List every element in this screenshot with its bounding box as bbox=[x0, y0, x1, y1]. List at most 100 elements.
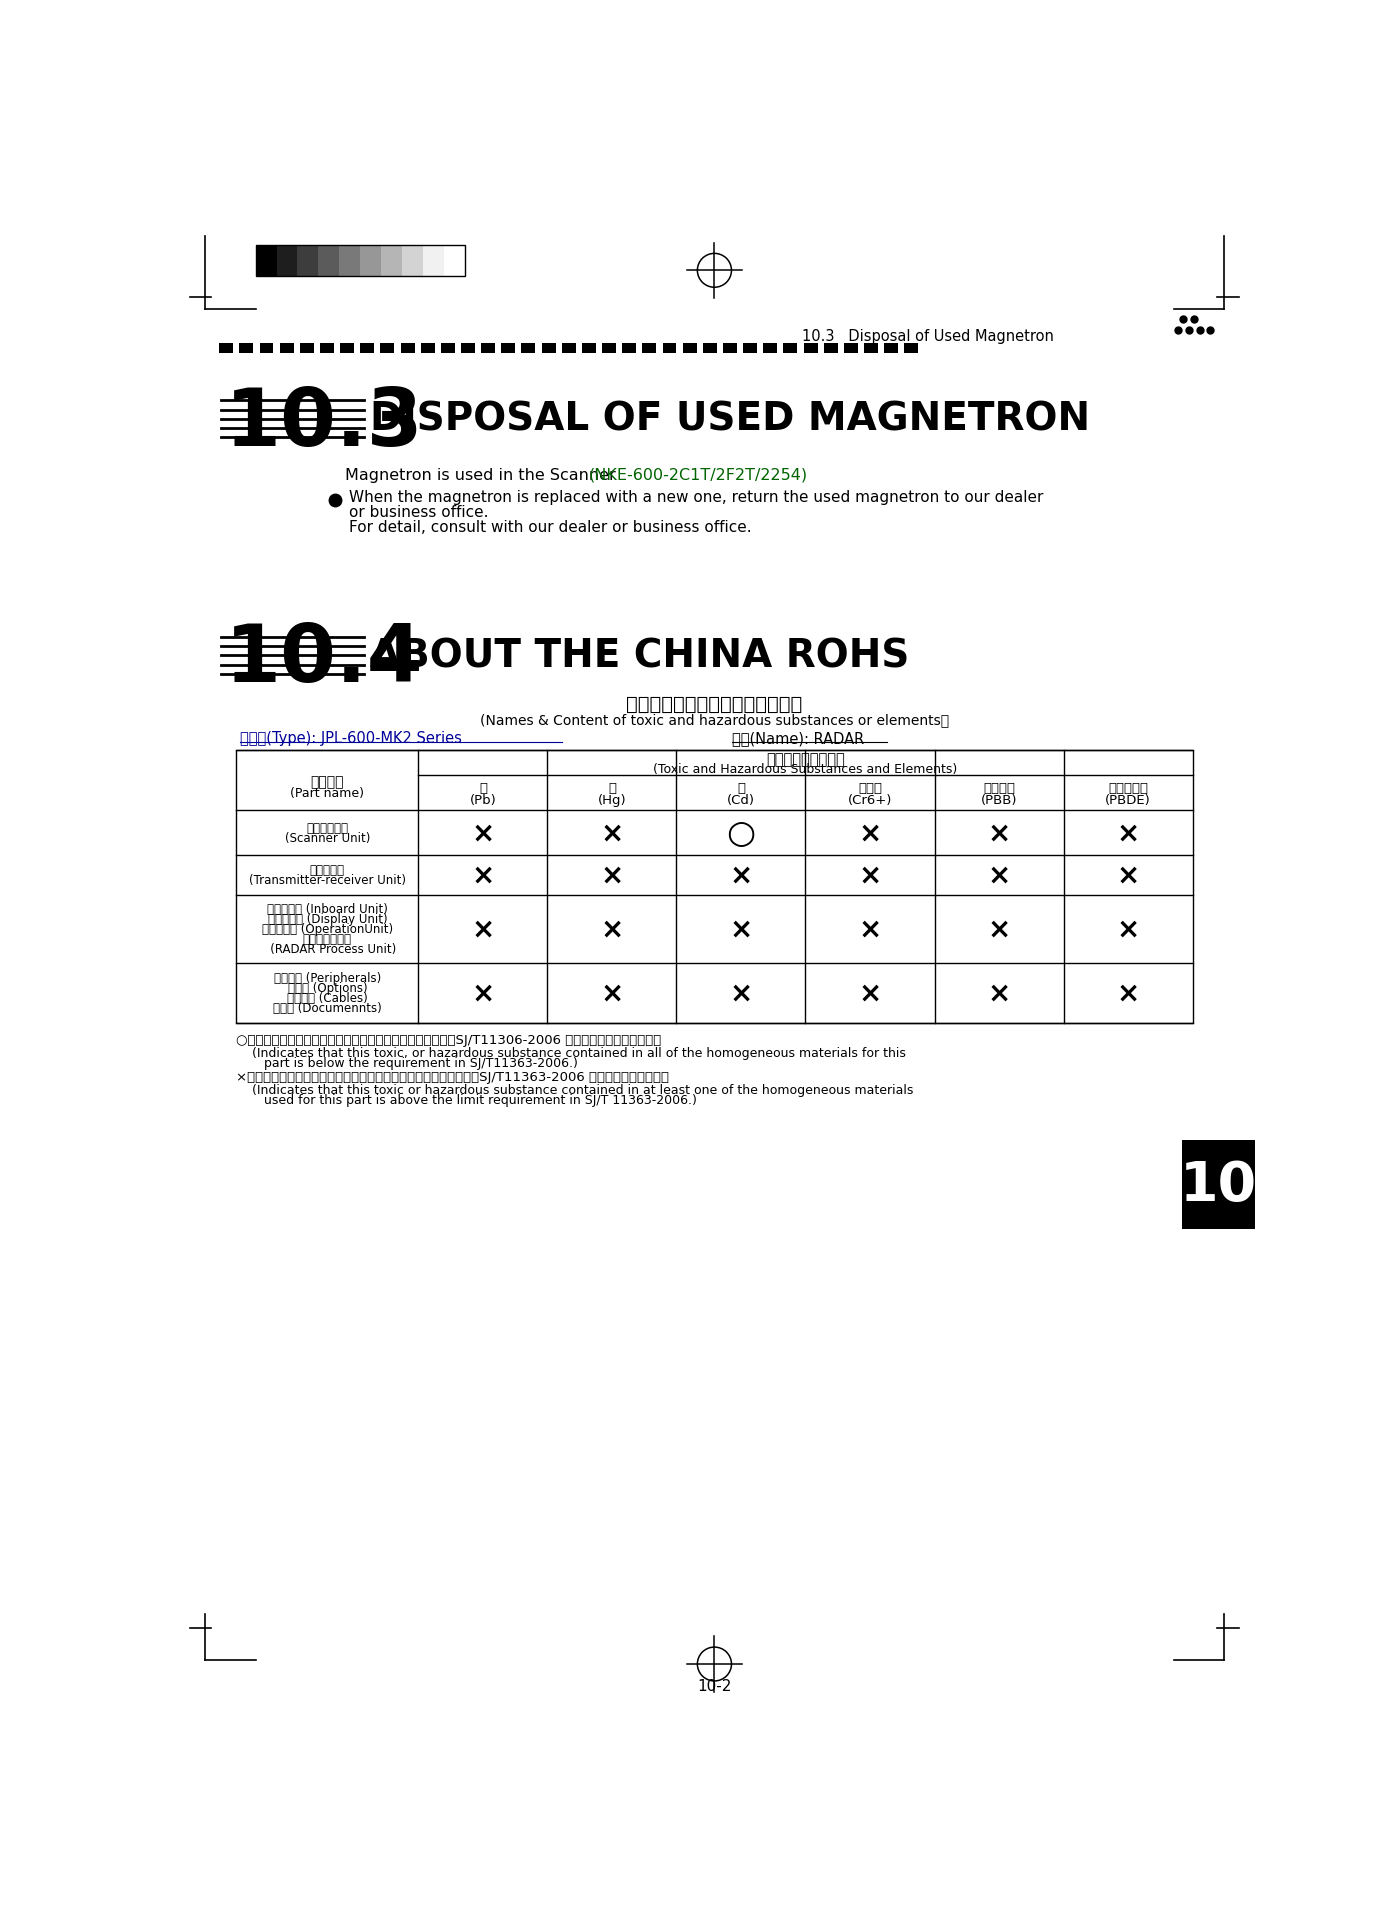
Text: ・显示装置 (Display Unit): ・显示装置 (Display Unit) bbox=[268, 913, 388, 925]
Text: ×: × bbox=[471, 862, 495, 889]
Text: 10-2: 10-2 bbox=[697, 1678, 732, 1693]
Text: (PBDE): (PBDE) bbox=[1105, 793, 1151, 807]
Text: ×: × bbox=[471, 818, 495, 847]
Bar bbox=[255, 246, 276, 277]
Text: ×: × bbox=[471, 978, 495, 1007]
Text: (NKE-600-2C1T/2F2T/2254): (NKE-600-2C1T/2F2T/2254) bbox=[588, 467, 809, 482]
Text: 部件名称: 部件名称 bbox=[311, 774, 344, 789]
Text: Magnetron is used in the Scanner: Magnetron is used in the Scanner bbox=[344, 467, 616, 482]
Text: ×: × bbox=[601, 915, 623, 944]
Text: DISPOSAL OF USED MAGNETRON: DISPOSAL OF USED MAGNETRON bbox=[371, 400, 1090, 439]
Text: (PBB): (PBB) bbox=[981, 793, 1018, 807]
Bar bbox=[297, 246, 318, 277]
Text: (Part name): (Part name) bbox=[290, 786, 364, 799]
Bar bbox=[562, 345, 576, 355]
Bar bbox=[280, 345, 294, 355]
Bar bbox=[276, 246, 297, 277]
Text: 铅: 铅 bbox=[480, 782, 487, 795]
Text: ×: × bbox=[1117, 818, 1140, 847]
Text: 多溃联苯: 多溃联苯 bbox=[983, 782, 1015, 795]
Bar bbox=[259, 345, 273, 355]
Text: ×: × bbox=[601, 818, 623, 847]
Bar bbox=[441, 345, 454, 355]
Bar bbox=[236, 751, 1193, 1022]
Bar bbox=[481, 345, 495, 355]
Text: 六价钓: 六价钓 bbox=[857, 782, 882, 795]
Bar bbox=[318, 246, 339, 277]
Text: ・选择 (Options): ・选择 (Options) bbox=[287, 982, 367, 995]
Text: part is below the requirement in SJ/T11363-2006.): part is below the requirement in SJ/T113… bbox=[236, 1056, 579, 1070]
Text: (Pb): (Pb) bbox=[470, 793, 496, 807]
Bar bbox=[662, 345, 676, 355]
Text: 外部设备 (Peripherals): 外部设备 (Peripherals) bbox=[273, 971, 381, 984]
Bar bbox=[443, 246, 464, 277]
Bar bbox=[340, 345, 354, 355]
Bar bbox=[521, 345, 535, 355]
Bar bbox=[723, 345, 737, 355]
Text: 有毒有害物质或元素: 有毒有害物质或元素 bbox=[767, 751, 845, 767]
Bar bbox=[401, 246, 422, 277]
Bar bbox=[339, 246, 360, 277]
Bar bbox=[255, 246, 464, 277]
Bar bbox=[643, 345, 657, 355]
Text: used for this part is above the limit requirement in SJ/T 11363-2006.): used for this part is above the limit re… bbox=[236, 1095, 697, 1106]
Bar bbox=[1182, 1140, 1255, 1230]
Text: When the magnetron is replaced with a new one, return the used magnetron to our : When the magnetron is replaced with a ne… bbox=[350, 490, 1044, 505]
Bar bbox=[360, 345, 374, 355]
Text: ×: × bbox=[729, 978, 753, 1007]
Bar bbox=[602, 345, 616, 355]
Bar bbox=[884, 345, 898, 355]
Text: (Cr6+): (Cr6+) bbox=[848, 793, 892, 807]
Text: 名称(Name): RADAR: 名称(Name): RADAR bbox=[732, 730, 864, 746]
Text: ×: × bbox=[859, 818, 881, 847]
Text: (Toxic and Hazardous Substances and Elements): (Toxic and Hazardous Substances and Elem… bbox=[654, 763, 958, 776]
Text: (Transmitter-receiver Unit): (Transmitter-receiver Unit) bbox=[248, 873, 406, 887]
Text: ×: × bbox=[601, 978, 623, 1007]
Bar bbox=[400, 345, 414, 355]
Bar bbox=[581, 345, 595, 355]
Text: ×: × bbox=[471, 915, 495, 944]
Text: ・电线类 (Cables): ・电线类 (Cables) bbox=[287, 992, 368, 1005]
Text: ×: × bbox=[729, 915, 753, 944]
Bar bbox=[803, 345, 817, 355]
Text: ○: ○ bbox=[726, 816, 756, 849]
Text: ×: × bbox=[1117, 978, 1140, 1007]
Text: 雷达天线单元: 雷达天线单元 bbox=[307, 822, 348, 835]
Text: (RADAR Process Unit): (RADAR Process Unit) bbox=[259, 942, 396, 955]
Bar bbox=[905, 345, 919, 355]
Text: ×: × bbox=[987, 862, 1011, 889]
Text: 有毒有害物质或元素的名称及含量: 有毒有害物质或元素的名称及含量 bbox=[626, 694, 803, 713]
Bar bbox=[764, 345, 778, 355]
Bar bbox=[743, 345, 757, 355]
Bar bbox=[360, 246, 381, 277]
Text: or business office.: or business office. bbox=[350, 505, 489, 519]
Bar bbox=[683, 345, 697, 355]
Text: (Indicates that this toxic or hazardous substance contained in at least one of t: (Indicates that this toxic or hazardous … bbox=[236, 1083, 913, 1097]
Bar bbox=[783, 345, 797, 355]
Text: 10.3: 10.3 bbox=[224, 385, 424, 463]
Bar bbox=[381, 345, 395, 355]
Text: (Names & Content of toxic and hazardous substances or elements）: (Names & Content of toxic and hazardous … bbox=[480, 713, 949, 727]
Text: 形式名(Type): JPL-600-MK2 Series: 形式名(Type): JPL-600-MK2 Series bbox=[240, 730, 461, 746]
Text: ・手册 (Documennts): ・手册 (Documennts) bbox=[273, 1001, 382, 1015]
Text: ×: × bbox=[987, 915, 1011, 944]
Text: (Indicates that this toxic, or hazardous substance contained in all of the homog: (Indicates that this toxic, or hazardous… bbox=[236, 1047, 906, 1058]
Text: 10: 10 bbox=[1179, 1158, 1257, 1213]
Text: ×: × bbox=[987, 818, 1011, 847]
Text: 汞: 汞 bbox=[608, 782, 616, 795]
Text: ×: × bbox=[601, 862, 623, 889]
Bar bbox=[321, 345, 335, 355]
Bar bbox=[240, 345, 254, 355]
Bar bbox=[843, 345, 857, 355]
Text: 主船内装置 (Inboard Unit): 主船内装置 (Inboard Unit) bbox=[266, 902, 388, 915]
Text: ・信号处理装置: ・信号处理装置 bbox=[302, 933, 351, 946]
Bar bbox=[381, 246, 401, 277]
Text: ×：表示该有毒有害物质至少在该部件的某一均质材料中的含量超出SJ/T11363-2006 标准规定的限量要求。: ×：表示该有毒有害物质至少在该部件的某一均质材料中的含量超出SJ/T11363-… bbox=[236, 1070, 669, 1083]
Bar bbox=[703, 345, 717, 355]
Text: ×: × bbox=[1117, 862, 1140, 889]
Text: ○：表示该有毒有害物质在该部件所有均质材料中的含量均在SJ/T11306-2006 标准规定的限量要求以下。: ○：表示该有毒有害物质在该部件所有均质材料中的含量均在SJ/T11306-200… bbox=[236, 1034, 662, 1047]
Text: ×: × bbox=[859, 978, 881, 1007]
Bar bbox=[422, 246, 443, 277]
Text: 收发信单元: 收发信单元 bbox=[309, 864, 344, 877]
Bar bbox=[824, 345, 838, 355]
